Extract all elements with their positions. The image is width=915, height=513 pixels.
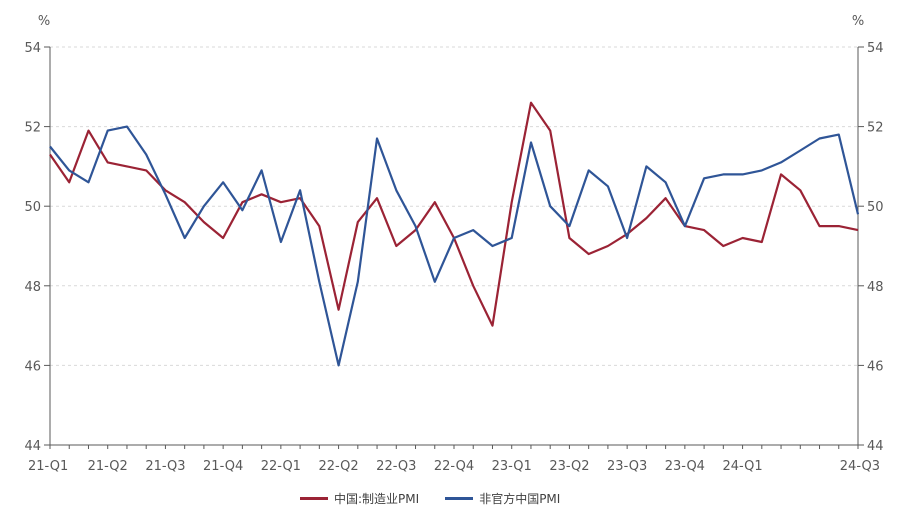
x-tick-label: 21-Q2 [88,459,128,474]
right-y-tick-label: 54 [867,41,884,56]
x-tick-label: 23-Q1 [492,459,532,474]
x-tick-label: 24-Q1 [722,459,762,474]
gridlines [50,46,858,446]
right-y-ticks: 54 52 50 48 46 44 [858,41,884,454]
left-y-tick-label: 52 [24,121,41,136]
series-line-caixin-pmi [49,125,860,367]
series-lines [49,101,860,367]
legend-swatch-caixin-pmi [445,496,474,500]
x-tick-label: 22-Q3 [376,459,416,474]
right-y-tick-label: 50 [867,200,884,215]
left-y-tick-label: 44 [24,439,41,454]
left-y-tick-label: 48 [24,280,41,295]
x-tick-label: 21-Q4 [203,459,243,474]
x-tick-label: 23-Q3 [607,459,647,474]
x-ticks: 21-Q1 21-Q2 21-Q3 21-Q4 22-Q1 22-Q2 22-Q3 22-Q4… [28,445,880,474]
pmi-line-chart: % % 54 52 50 48 46 44 54 52 50 48 46 44 21-Q1 21-Q2… [24,14,884,474]
x-tick-label: 21-Q1 [28,459,68,474]
left-y-tick-label: 54 [24,41,41,56]
legend-item-caixin-pmi: 非官方中国PMI [445,490,560,507]
x-tick-label: 23-Q4 [665,459,705,474]
legend-label-caixin-pmi: 非官方中国PMI [479,491,561,506]
left-axis-unit: % [38,14,50,29]
left-y-tick-label: 46 [24,359,41,374]
left-y-tick-label: 50 [24,200,41,215]
right-axis-unit: % [852,14,864,29]
x-tick-label: 22-Q1 [261,459,301,474]
axes [49,47,859,446]
x-tick-label: 24-Q3 [840,459,880,474]
x-tick-label: 23-Q2 [549,459,589,474]
legend-item-manufacturing-pmi: 中国:制造业PMI [300,490,419,507]
right-y-tick-label: 44 [867,439,884,454]
right-y-tick-label: 48 [867,280,884,295]
x-tick-label: 22-Q4 [434,459,474,474]
right-y-tick-label: 52 [867,121,884,136]
legend-label-manufacturing-pmi: 中国:制造业PMI [334,491,420,506]
series-line-manufacturing-pmi [49,101,859,327]
legend-swatch-manufacturing-pmi [300,496,328,500]
x-tick-label: 22-Q2 [318,459,358,474]
legend: 中国:制造业PMI 非官方中国PMI [300,488,560,508]
left-y-ticks: 54 52 50 48 46 44 [24,41,50,454]
right-y-tick-label: 46 [867,359,884,374]
x-tick-label: 21-Q3 [145,459,185,474]
